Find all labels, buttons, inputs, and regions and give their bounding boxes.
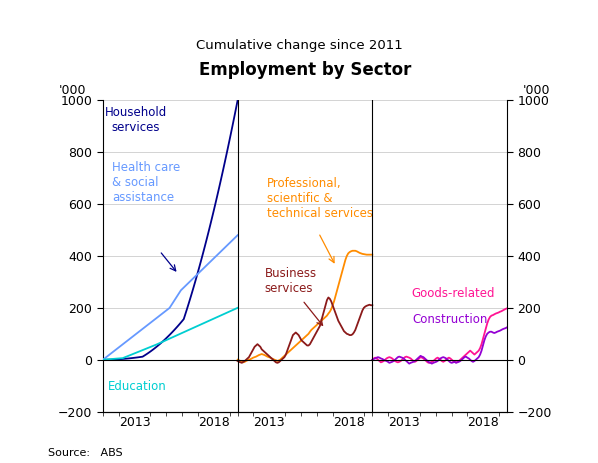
Title: Employment by Sector: Employment by Sector: [199, 61, 411, 79]
Text: Professional,
scientific &
technical services: Professional, scientific & technical ser…: [267, 177, 373, 219]
Text: Health care
& social
assistance: Health care & social assistance: [112, 161, 181, 204]
Text: Construction: Construction: [413, 313, 488, 326]
Text: Cumulative change since 2011: Cumulative change since 2011: [196, 39, 402, 52]
Text: Education: Education: [108, 381, 167, 394]
Text: '000: '000: [59, 84, 87, 97]
Text: Business
services: Business services: [264, 267, 317, 295]
Text: Source:   ABS: Source: ABS: [48, 448, 123, 458]
Text: Goods-related: Goods-related: [411, 287, 495, 300]
Text: '000: '000: [523, 84, 551, 97]
Text: Household
services: Household services: [105, 106, 167, 134]
